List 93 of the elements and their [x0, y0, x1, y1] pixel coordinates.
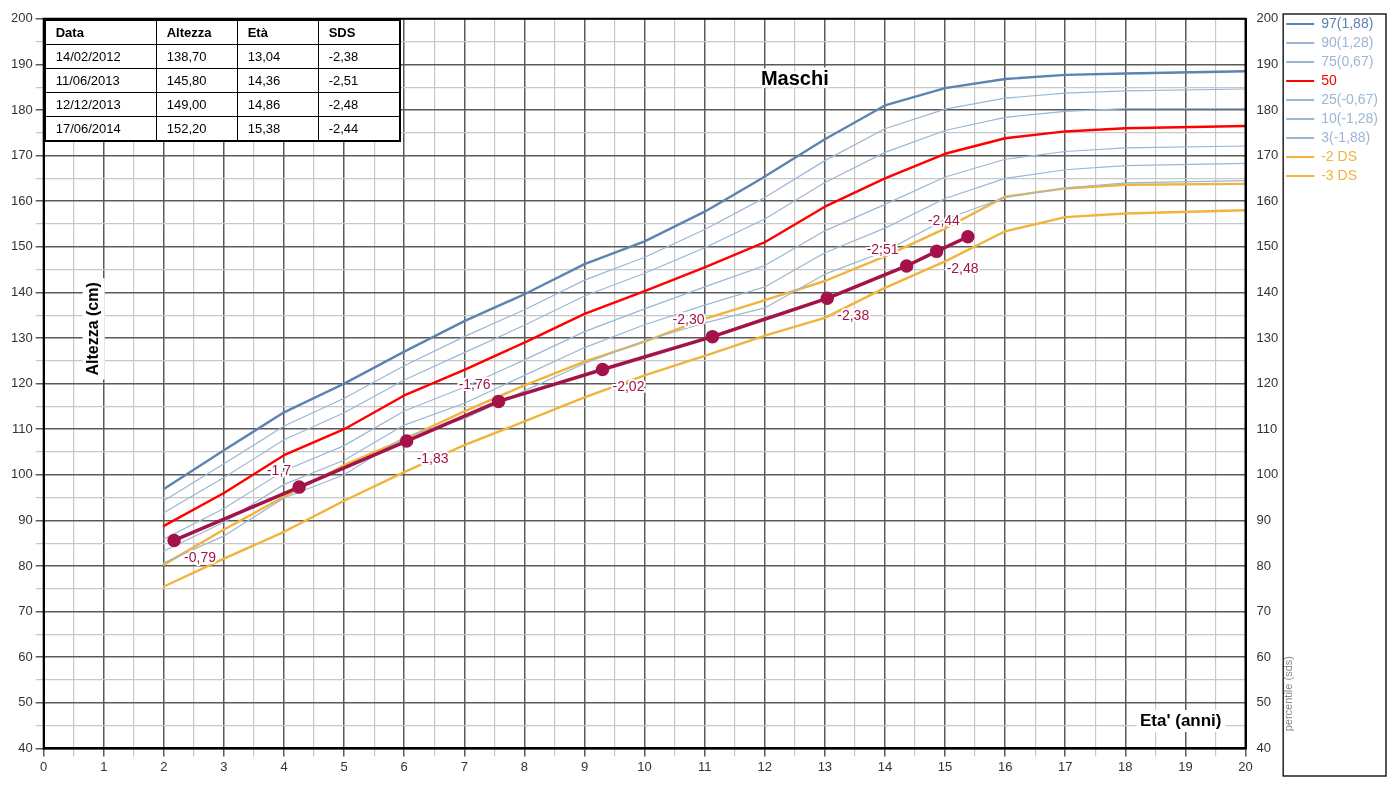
- y2-tick-label: 40: [1256, 739, 1271, 755]
- y2-tick-label: 50: [1256, 694, 1271, 710]
- x-tick-label: 17: [1058, 758, 1073, 774]
- y2-tick-label: 80: [1256, 557, 1271, 573]
- x-axis-title: Eta' (anni): [1140, 710, 1222, 730]
- x-tick-label: 14: [877, 758, 893, 774]
- x-tick-label: 1: [100, 758, 108, 774]
- legend-label: 90(1,28): [1321, 33, 1374, 50]
- legend-label: 3(-1,88): [1321, 128, 1371, 145]
- annotation: 11/06/2013: [44, 68, 157, 93]
- x-tick-label: 10: [637, 758, 652, 774]
- y2-tick-label: 120: [1256, 375, 1279, 391]
- annotation: 12/12/2013: [44, 92, 157, 117]
- x-tick-label: 3: [220, 758, 228, 774]
- annotation: 152,20: [156, 116, 238, 141]
- y2-tick-label: 100: [1256, 466, 1279, 482]
- x-tick-label: 19: [1178, 758, 1193, 774]
- y2-tick-label: 170: [1256, 147, 1279, 163]
- y-tick-label: 120: [10, 375, 33, 391]
- y-tick-label: 50: [18, 694, 33, 710]
- y-tick-label: 160: [10, 192, 33, 208]
- y2-tick-label: 130: [1256, 329, 1279, 345]
- annotation: 17/06/2014: [44, 116, 157, 141]
- annotation: -2,48: [946, 260, 979, 277]
- legend-label: 75(0,67): [1321, 52, 1374, 69]
- y2-tick-label: 160: [1256, 192, 1279, 208]
- legend-label: -2 DS: [1321, 147, 1357, 164]
- annotation: 14/02/2012: [44, 44, 157, 69]
- annotation: -2,44: [318, 116, 400, 141]
- y2-tick-label: 180: [1256, 101, 1279, 117]
- x-tick-label: 8: [520, 758, 529, 774]
- annotation: 13,04: [237, 44, 319, 69]
- y-tick-label: 190: [10, 55, 33, 71]
- y-tick-label: 130: [10, 329, 33, 345]
- annotation: -2,38: [837, 307, 870, 324]
- y2-tick-label: 90: [1256, 511, 1271, 527]
- annotation: 138,70: [156, 44, 238, 69]
- annotation: Altezza: [156, 19, 238, 45]
- legend-label: 97(1,88): [1321, 14, 1374, 31]
- x-tick-label: 16: [997, 758, 1013, 774]
- y-tick-label: 40: [18, 739, 33, 755]
- x-tick-label: 15: [937, 758, 953, 774]
- x-tick-label: 11: [697, 758, 712, 774]
- annotation: 149,00: [156, 92, 238, 117]
- y-tick-label: 180: [10, 101, 33, 117]
- y-tick-label: 60: [18, 648, 33, 664]
- x-tick-label: 5: [340, 758, 348, 774]
- x-tick-label: 18: [1118, 758, 1133, 774]
- annotation: 14,86: [237, 92, 319, 117]
- annotation: 15,38: [237, 116, 319, 141]
- legend-label: -3 DS: [1321, 166, 1357, 183]
- annotation: -0,79: [184, 549, 217, 566]
- y-tick-label: 90: [18, 511, 33, 527]
- x-tick-label: 12: [757, 758, 773, 774]
- annotation: 145,80: [156, 68, 238, 93]
- y2-tick-label: 200: [1256, 10, 1279, 26]
- annotation: -2,30: [672, 311, 705, 328]
- x-tick-label: 4: [280, 758, 288, 774]
- y-tick-label: 200: [10, 10, 33, 26]
- y-tick-label: 150: [10, 238, 33, 254]
- x-tick-label: 9: [580, 758, 589, 774]
- y2-tick-label: 190: [1256, 55, 1279, 71]
- annotation: SDS: [318, 19, 400, 45]
- y-axis-title: Altezza (cm): [84, 282, 102, 376]
- y2-tick-label: 60: [1256, 648, 1271, 664]
- x-tick-label: 20: [1238, 758, 1253, 774]
- x-tick-label: 2: [160, 758, 168, 774]
- x-tick-label: 13: [817, 758, 833, 774]
- legend-label: 50: [1321, 71, 1337, 88]
- y-tick-label: 140: [10, 283, 33, 299]
- annotation: Età: [237, 19, 319, 45]
- annotation: -2,48: [318, 92, 400, 117]
- annotation: Data: [44, 19, 157, 45]
- y-tick-label: 70: [18, 603, 33, 619]
- annotation: -1,7: [266, 461, 292, 478]
- legend-label: 10(-1,28): [1321, 109, 1379, 126]
- y-tick-label: 170: [10, 147, 33, 163]
- y-tick-label: 100: [10, 466, 33, 482]
- annotation: -2,51: [318, 68, 400, 93]
- y2-tick-label: 150: [1256, 238, 1279, 254]
- annotation: -2,44: [927, 211, 961, 228]
- y-tick-label: 80: [18, 557, 33, 573]
- x-tick-label: 6: [400, 758, 408, 774]
- y2-tick-label: 140: [1256, 283, 1279, 299]
- annotation: -2,38: [318, 44, 400, 69]
- annotation: 14,36: [237, 68, 319, 93]
- y2-tick-label: 110: [1256, 420, 1278, 436]
- legend-label: 25(-0,67): [1321, 90, 1379, 107]
- y2-tick-label: 70: [1256, 603, 1271, 619]
- x-tick-label: 0: [40, 758, 48, 774]
- y-tick-label: 110: [11, 420, 33, 436]
- y2-axis-title: percentile (sds): [1282, 656, 1295, 732]
- x-tick-label: 7: [460, 758, 468, 774]
